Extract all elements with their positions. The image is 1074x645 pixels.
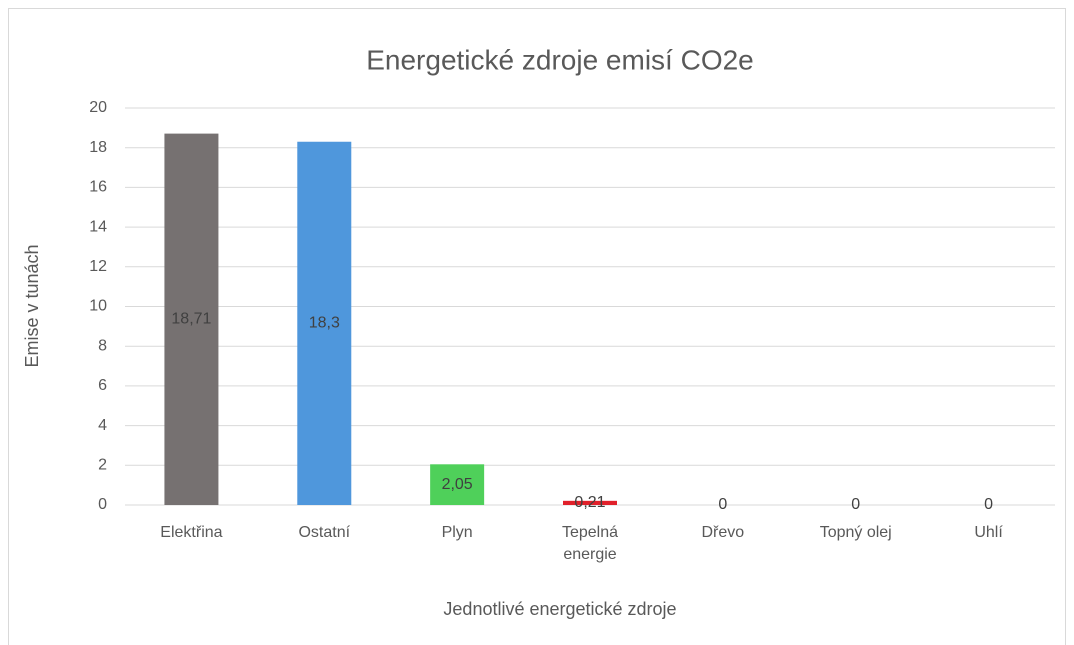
y-tick-label: 14 bbox=[89, 218, 107, 235]
x-tick-label: Plyn bbox=[442, 524, 473, 541]
y-tick-label: 8 bbox=[98, 337, 107, 354]
data-label: 2,05 bbox=[442, 476, 473, 493]
y-tick-label: 12 bbox=[89, 258, 107, 275]
x-tick-label: Ostatní bbox=[298, 524, 350, 541]
y-axis-title: Emise v tunách bbox=[22, 244, 42, 367]
data-label: 0 bbox=[984, 496, 993, 513]
x-tick-label: Uhlí bbox=[974, 524, 1003, 541]
y-tick-label: 16 bbox=[89, 179, 107, 196]
data-label: 18,71 bbox=[171, 311, 211, 328]
x-tick-label: Dřevo bbox=[702, 524, 745, 541]
y-tick-label: 2 bbox=[98, 457, 107, 474]
y-tick-label: 0 bbox=[98, 496, 107, 513]
data-label: 0,21 bbox=[574, 494, 605, 511]
y-tick-label: 20 bbox=[89, 99, 107, 116]
x-tick-label: Elektřina bbox=[160, 524, 222, 541]
y-tick-label: 4 bbox=[98, 417, 107, 434]
y-tick-label: 10 bbox=[89, 298, 107, 315]
data-label: 18,3 bbox=[309, 315, 340, 332]
x-tick-label: Tepelná energie bbox=[562, 524, 618, 563]
bar bbox=[563, 500, 617, 505]
y-tick-label: 6 bbox=[98, 377, 107, 394]
bar bbox=[430, 464, 485, 505]
data-label: 0 bbox=[718, 496, 727, 513]
chart-title: Energetické zdroje emisí CO2e bbox=[366, 44, 754, 75]
bar bbox=[297, 141, 352, 505]
data-label: 0 bbox=[851, 496, 860, 513]
y-tick-label: 18 bbox=[89, 139, 107, 156]
x-axis-title: Jednotlivé energetické zdroje bbox=[443, 599, 676, 619]
bar bbox=[164, 133, 219, 505]
x-tick-label: Topný olej bbox=[820, 524, 892, 541]
